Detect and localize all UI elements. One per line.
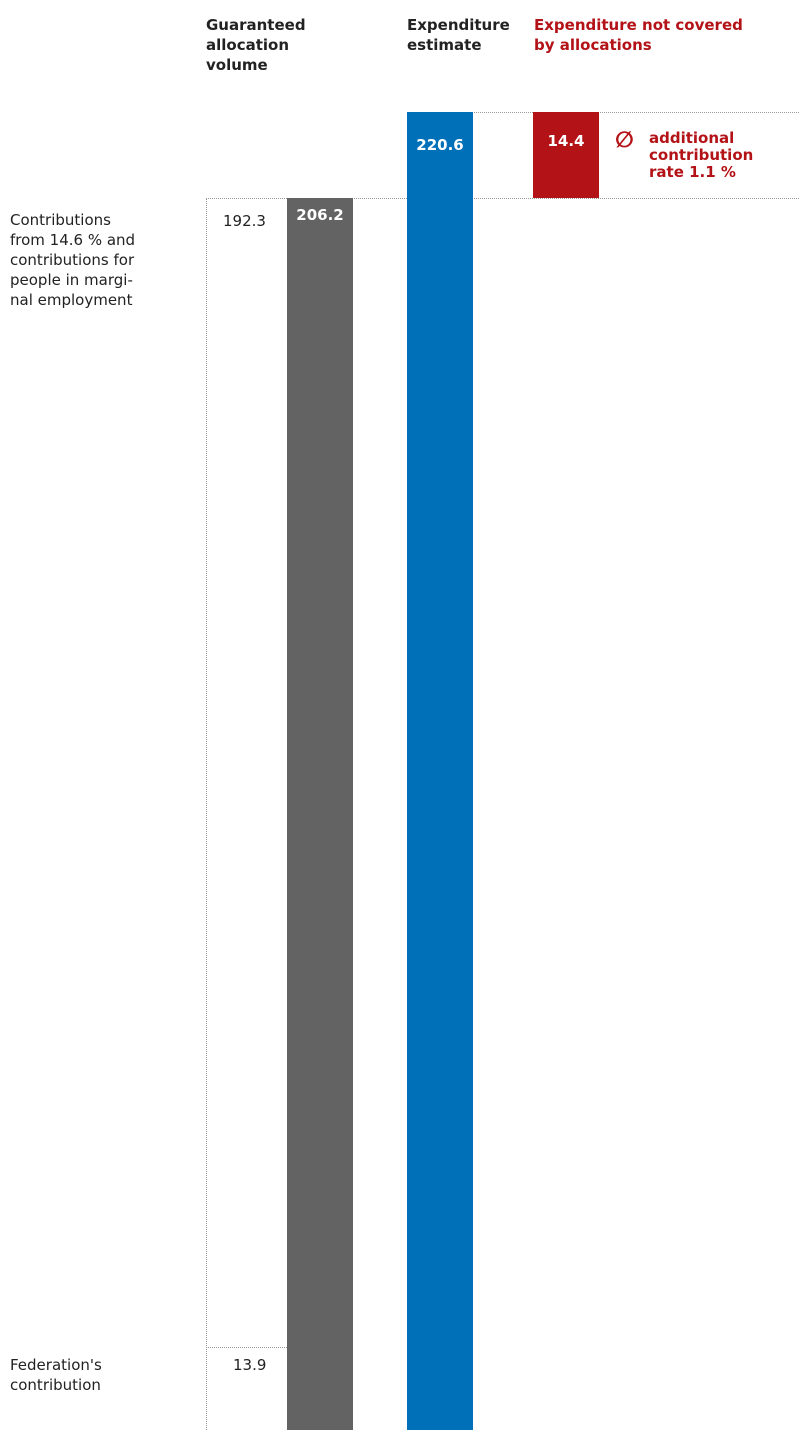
average-symbol-icon: ∅ — [615, 128, 634, 153]
top-guide-line — [407, 112, 799, 113]
bar-uncovered — [533, 112, 599, 199]
segment-label-contributions: Contributions from 14.6 % and contributi… — [10, 211, 136, 310]
bar-guaranteed — [287, 198, 353, 1430]
additional-contribution-note: additional contribution rate 1.1 % — [649, 129, 754, 181]
guaranteed-top-guide-line — [206, 198, 799, 200]
segment-divider-line — [206, 1346, 353, 1348]
header-uncovered: Expenditure not covered by allocations — [534, 16, 743, 54]
segment-value-contributions: 192.3 — [223, 212, 266, 231]
bar-expenditure-value: 220.6 — [416, 136, 464, 154]
bar-guaranteed-value: 206.2 — [296, 206, 344, 225]
left-bracket-line — [206, 198, 207, 1430]
header-expenditure: Expenditure estimate — [407, 16, 510, 54]
segment-label-federation: Federation's contribution — [10, 1355, 102, 1394]
header-guaranteed: Guaranteed allocation volume — [206, 16, 306, 74]
bar-uncovered-value: 14.4 — [547, 132, 585, 150]
bar-expenditure — [407, 112, 473, 1430]
segment-value-federation: 13.9 — [233, 1355, 267, 1374]
